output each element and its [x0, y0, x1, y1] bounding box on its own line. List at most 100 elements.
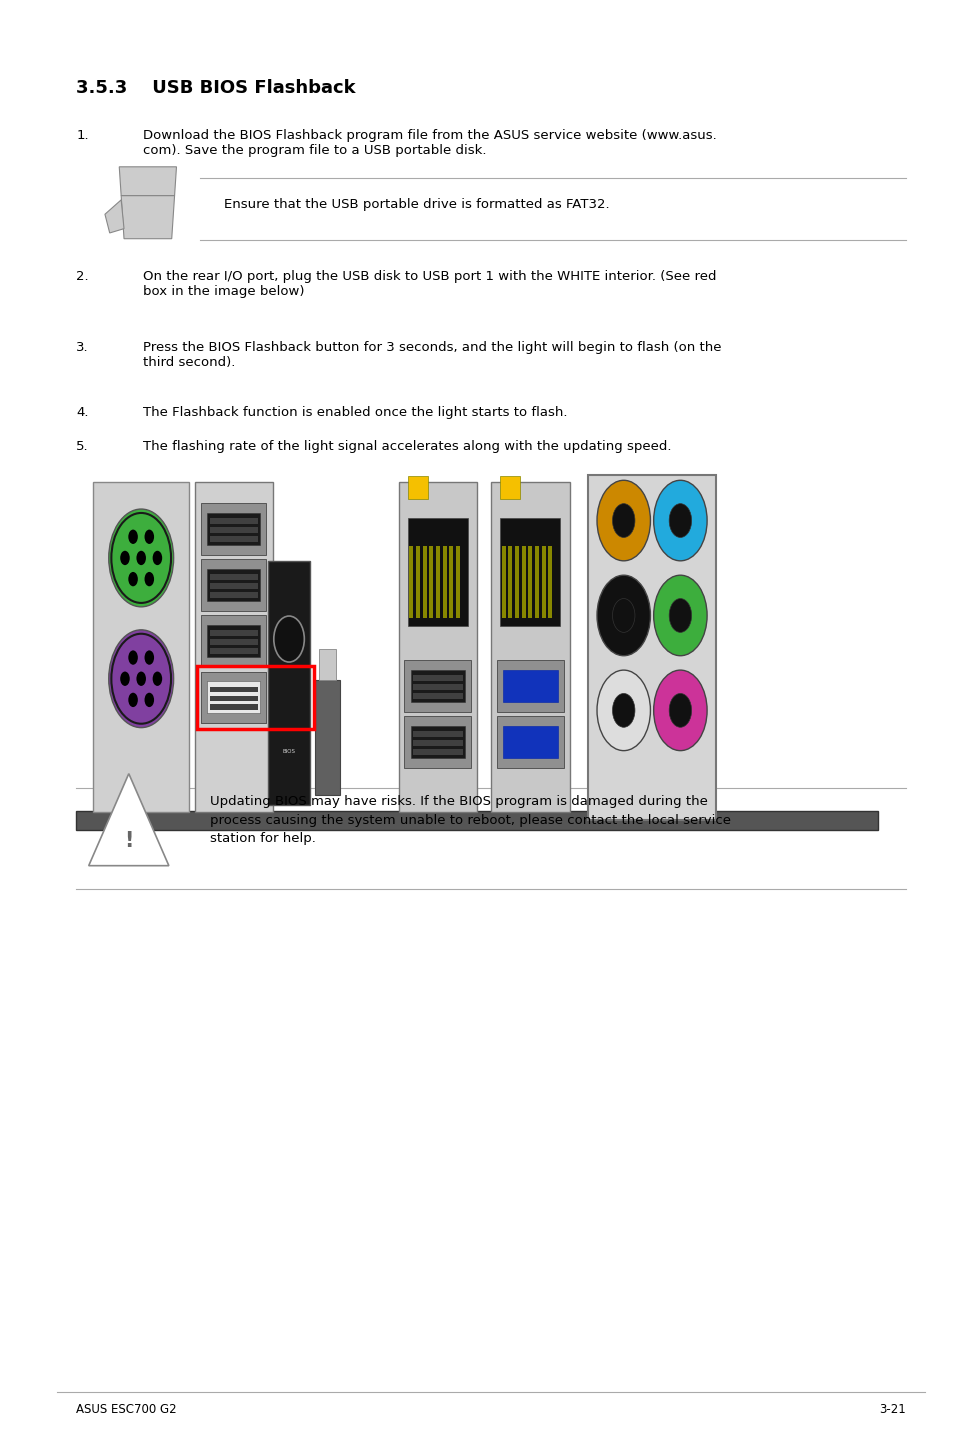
Circle shape — [152, 672, 162, 686]
FancyBboxPatch shape — [416, 546, 419, 618]
FancyBboxPatch shape — [413, 731, 462, 736]
FancyBboxPatch shape — [587, 475, 716, 820]
FancyBboxPatch shape — [210, 649, 257, 654]
FancyBboxPatch shape — [207, 513, 260, 545]
Circle shape — [274, 615, 304, 661]
FancyBboxPatch shape — [398, 482, 476, 812]
Circle shape — [653, 480, 706, 561]
Circle shape — [597, 670, 650, 751]
Circle shape — [145, 572, 154, 587]
Polygon shape — [121, 196, 174, 239]
FancyBboxPatch shape — [413, 693, 462, 699]
Polygon shape — [119, 167, 176, 196]
Circle shape — [668, 693, 691, 728]
FancyBboxPatch shape — [93, 482, 189, 812]
FancyBboxPatch shape — [314, 680, 339, 795]
FancyBboxPatch shape — [541, 546, 545, 618]
Circle shape — [597, 480, 650, 561]
Circle shape — [136, 551, 146, 565]
FancyBboxPatch shape — [413, 684, 462, 690]
FancyBboxPatch shape — [201, 672, 266, 723]
FancyBboxPatch shape — [207, 626, 260, 657]
Text: Download the BIOS Flashback program file from the ASUS service website (www.asus: Download the BIOS Flashback program file… — [143, 129, 716, 157]
Text: 5.: 5. — [76, 440, 89, 453]
FancyBboxPatch shape — [76, 811, 877, 830]
Text: Press the BIOS Flashback button for 3 seconds, and the light will begin to flash: Press the BIOS Flashback button for 3 se… — [143, 341, 720, 368]
FancyBboxPatch shape — [422, 546, 426, 618]
FancyBboxPatch shape — [210, 518, 257, 523]
Circle shape — [145, 529, 154, 544]
FancyBboxPatch shape — [456, 546, 459, 618]
FancyBboxPatch shape — [210, 574, 257, 580]
Circle shape — [120, 551, 130, 565]
FancyBboxPatch shape — [407, 476, 427, 499]
Circle shape — [109, 509, 173, 607]
Text: Updating BIOS may have risks. If the BIOS program is damaged during the
process : Updating BIOS may have risks. If the BIO… — [210, 795, 730, 846]
FancyBboxPatch shape — [210, 686, 257, 692]
Text: The Flashback function is enabled once the light starts to flash.: The Flashback function is enabled once t… — [143, 406, 567, 418]
FancyBboxPatch shape — [548, 546, 552, 618]
FancyBboxPatch shape — [268, 561, 310, 805]
FancyBboxPatch shape — [201, 672, 266, 723]
Circle shape — [128, 693, 137, 707]
Circle shape — [668, 503, 691, 538]
Circle shape — [612, 693, 635, 728]
Text: On the rear I/O port, plug the USB disk to USB port 1 with the WHITE interior. (: On the rear I/O port, plug the USB disk … — [143, 270, 716, 298]
FancyBboxPatch shape — [407, 518, 467, 626]
Circle shape — [145, 650, 154, 664]
FancyBboxPatch shape — [508, 546, 512, 618]
FancyBboxPatch shape — [449, 546, 453, 618]
FancyBboxPatch shape — [515, 546, 518, 618]
FancyBboxPatch shape — [436, 546, 439, 618]
Circle shape — [109, 630, 173, 728]
Text: !: ! — [124, 831, 133, 851]
FancyBboxPatch shape — [413, 741, 462, 746]
Text: BIOS: BIOS — [282, 749, 295, 754]
FancyBboxPatch shape — [413, 749, 462, 755]
FancyBboxPatch shape — [210, 640, 257, 646]
FancyBboxPatch shape — [194, 482, 273, 812]
FancyBboxPatch shape — [413, 674, 462, 680]
FancyBboxPatch shape — [404, 716, 471, 768]
FancyBboxPatch shape — [499, 476, 520, 499]
Circle shape — [128, 529, 137, 544]
FancyBboxPatch shape — [210, 630, 257, 636]
FancyBboxPatch shape — [210, 528, 257, 533]
FancyBboxPatch shape — [409, 546, 413, 618]
Circle shape — [653, 575, 706, 656]
Text: 3-21: 3-21 — [879, 1403, 905, 1416]
FancyBboxPatch shape — [429, 546, 433, 618]
FancyBboxPatch shape — [535, 546, 538, 618]
Circle shape — [653, 670, 706, 751]
FancyBboxPatch shape — [410, 670, 465, 702]
Text: 2.: 2. — [76, 270, 89, 283]
Text: 3.5.3    USB BIOS Flashback: 3.5.3 USB BIOS Flashback — [76, 79, 355, 98]
Text: 4.: 4. — [76, 406, 89, 418]
Circle shape — [136, 672, 146, 686]
Text: The flashing rate of the light signal accelerates along with the updating speed.: The flashing rate of the light signal ac… — [143, 440, 671, 453]
FancyBboxPatch shape — [201, 559, 266, 611]
FancyBboxPatch shape — [201, 503, 266, 555]
FancyBboxPatch shape — [210, 705, 257, 710]
Circle shape — [612, 503, 635, 538]
Polygon shape — [105, 200, 124, 233]
Text: ASUS ESC700 G2: ASUS ESC700 G2 — [76, 1403, 176, 1416]
FancyBboxPatch shape — [528, 546, 532, 618]
FancyBboxPatch shape — [404, 660, 471, 712]
FancyBboxPatch shape — [201, 615, 266, 667]
FancyBboxPatch shape — [318, 649, 335, 680]
FancyBboxPatch shape — [207, 569, 260, 601]
FancyBboxPatch shape — [491, 482, 569, 812]
Text: Ensure that the USB portable drive is formatted as FAT32.: Ensure that the USB portable drive is fo… — [224, 197, 609, 211]
FancyBboxPatch shape — [497, 660, 563, 712]
FancyBboxPatch shape — [499, 518, 559, 626]
FancyBboxPatch shape — [210, 592, 257, 598]
FancyBboxPatch shape — [210, 584, 257, 590]
Circle shape — [128, 650, 137, 664]
Circle shape — [152, 551, 162, 565]
Text: 3.: 3. — [76, 341, 89, 354]
FancyBboxPatch shape — [442, 546, 446, 618]
Circle shape — [668, 598, 691, 633]
Polygon shape — [89, 774, 169, 866]
FancyBboxPatch shape — [497, 716, 563, 768]
